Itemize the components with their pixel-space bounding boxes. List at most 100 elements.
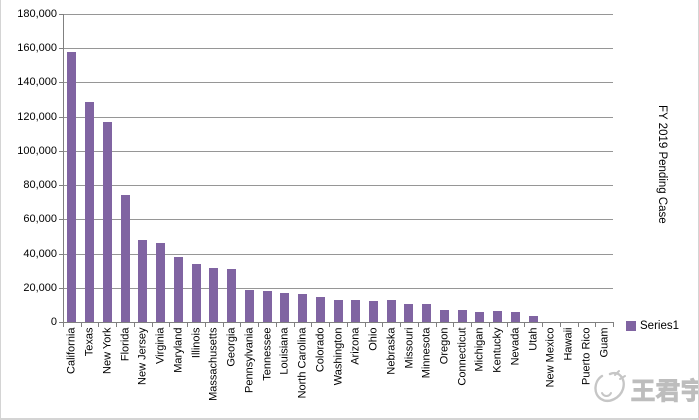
x-axis-label-louisiana: Louisiana	[278, 327, 291, 375]
y-axis-label-180000: 180,000	[17, 8, 57, 20]
x-axis-label-michigan: Michigan	[473, 327, 486, 372]
x-axis-label-maryland: Maryland	[172, 327, 185, 373]
x-tick-6	[169, 323, 170, 327]
x-axis-label-tennessee: Tennessee	[261, 327, 273, 381]
bar-new-york	[102, 121, 112, 322]
x-axis-label-texas: Texas	[83, 327, 96, 356]
bar-nebraska	[386, 300, 396, 322]
x-tick-9	[223, 323, 224, 327]
bar-utah	[528, 315, 538, 322]
x-axis-label-illinois: Illinois	[190, 327, 203, 358]
gridline-60000	[64, 219, 613, 220]
legend: Series1	[626, 320, 679, 332]
bar-virginia	[156, 243, 166, 322]
x-axis-label-nebraska: Nebraska	[385, 327, 398, 375]
x-axis-label-north-carolina: North Carolina	[296, 327, 309, 398]
y-tick-20000	[59, 288, 63, 289]
x-tick-21	[436, 323, 437, 327]
bar-arizona	[351, 300, 361, 322]
y-axis-label-20000: 20,000	[23, 282, 57, 294]
gridline-40000	[64, 254, 613, 255]
bar-florida	[120, 195, 130, 322]
x-tick-14	[311, 323, 312, 327]
x-axis-label-virginia: Virginia	[154, 327, 167, 364]
x-tick-0	[63, 323, 64, 327]
watermark-logo-icon	[594, 370, 626, 403]
bar-michigan	[475, 311, 485, 322]
x-tick-22	[453, 323, 454, 327]
y-tick-160000	[59, 48, 63, 49]
x-tick-17	[365, 323, 366, 327]
y-tick-0	[59, 322, 63, 323]
bar-new-jersey	[138, 239, 148, 322]
x-tick-11	[258, 323, 259, 327]
gridline-20000	[64, 288, 613, 289]
x-axis-label-pennsylvania: Pennsylvania	[243, 327, 256, 393]
bar-north-carolina	[298, 293, 308, 322]
x-tick-5	[152, 323, 153, 327]
x-axis-label-kentucky: Kentucky	[491, 327, 504, 373]
gridline-100000	[64, 151, 613, 152]
bar-nevada	[510, 311, 520, 322]
x-tick-4	[134, 323, 135, 327]
bar-california	[67, 51, 77, 322]
x-tick-25	[507, 323, 508, 327]
x-tick-27	[542, 323, 543, 327]
y-tick-40000	[59, 254, 63, 255]
x-tick-18	[382, 323, 383, 327]
x-tick-26	[524, 323, 525, 327]
x-axis-label-missouri: Missouri	[403, 327, 415, 368]
y-tick-100000	[59, 151, 63, 152]
x-tick-30	[595, 323, 596, 327]
bar-missouri	[404, 304, 414, 322]
bar-illinois	[191, 263, 201, 322]
x-axis-label-connecticut: Connecticut	[456, 327, 469, 386]
watermark-text: 王君宇	[630, 377, 699, 405]
gridline-160000	[64, 48, 613, 49]
bar-pennsylvania	[244, 290, 254, 322]
y-tick-80000	[59, 185, 63, 186]
x-axis-line	[63, 322, 614, 323]
y-tick-120000	[59, 117, 63, 118]
x-axis-label-ohio: Ohio	[367, 327, 380, 351]
bar-georgia	[227, 269, 237, 322]
x-axis-label-massachusetts: Massachusetts	[207, 327, 220, 401]
x-tick-19	[400, 323, 401, 327]
y-tick-180000	[59, 14, 63, 15]
y-axis-label-80000: 80,000	[23, 179, 57, 191]
x-axis-label-oregon: Oregon	[438, 327, 451, 364]
bar-oregon	[439, 310, 449, 322]
y-axis-label-40000: 40,000	[23, 248, 57, 260]
x-tick-31	[613, 323, 614, 327]
bar-texas	[85, 102, 95, 322]
y-axis-label-140000: 140,000	[17, 76, 57, 88]
x-tick-20	[418, 323, 419, 327]
chart-side-title: FY 2019 Pending Case	[656, 104, 668, 224]
x-tick-3	[116, 323, 117, 327]
bar-tennessee	[262, 291, 272, 322]
legend-series1-swatch-icon	[626, 321, 636, 331]
x-tick-13	[294, 323, 295, 327]
bar-colorado	[315, 297, 325, 322]
x-tick-29	[578, 323, 579, 327]
y-tick-140000	[59, 82, 63, 83]
x-axis-label-new-jersey: New Jersey	[136, 327, 149, 385]
x-tick-2	[98, 323, 99, 327]
bar-minnesota	[422, 303, 432, 322]
x-axis-label-colorado: Colorado	[314, 327, 327, 372]
x-axis-label-minnesota: Minnesota	[420, 327, 433, 378]
y-axis-label-100000: 100,000	[17, 145, 57, 157]
bar-massachusetts	[209, 268, 219, 322]
bar-ohio	[368, 300, 378, 322]
y-axis-label-120000: 120,000	[17, 111, 57, 123]
bar-kentucky	[493, 311, 503, 322]
x-axis-label-california: California	[65, 327, 78, 374]
x-tick-16	[347, 323, 348, 327]
x-axis-label-hawaii: Hawaii	[562, 327, 575, 361]
x-axis-label-new-york: New York	[101, 327, 114, 374]
x-axis-label-washington: Washington	[332, 327, 344, 385]
gridline-120000	[64, 117, 613, 118]
bar-connecticut	[457, 310, 467, 322]
x-tick-23	[471, 323, 472, 327]
